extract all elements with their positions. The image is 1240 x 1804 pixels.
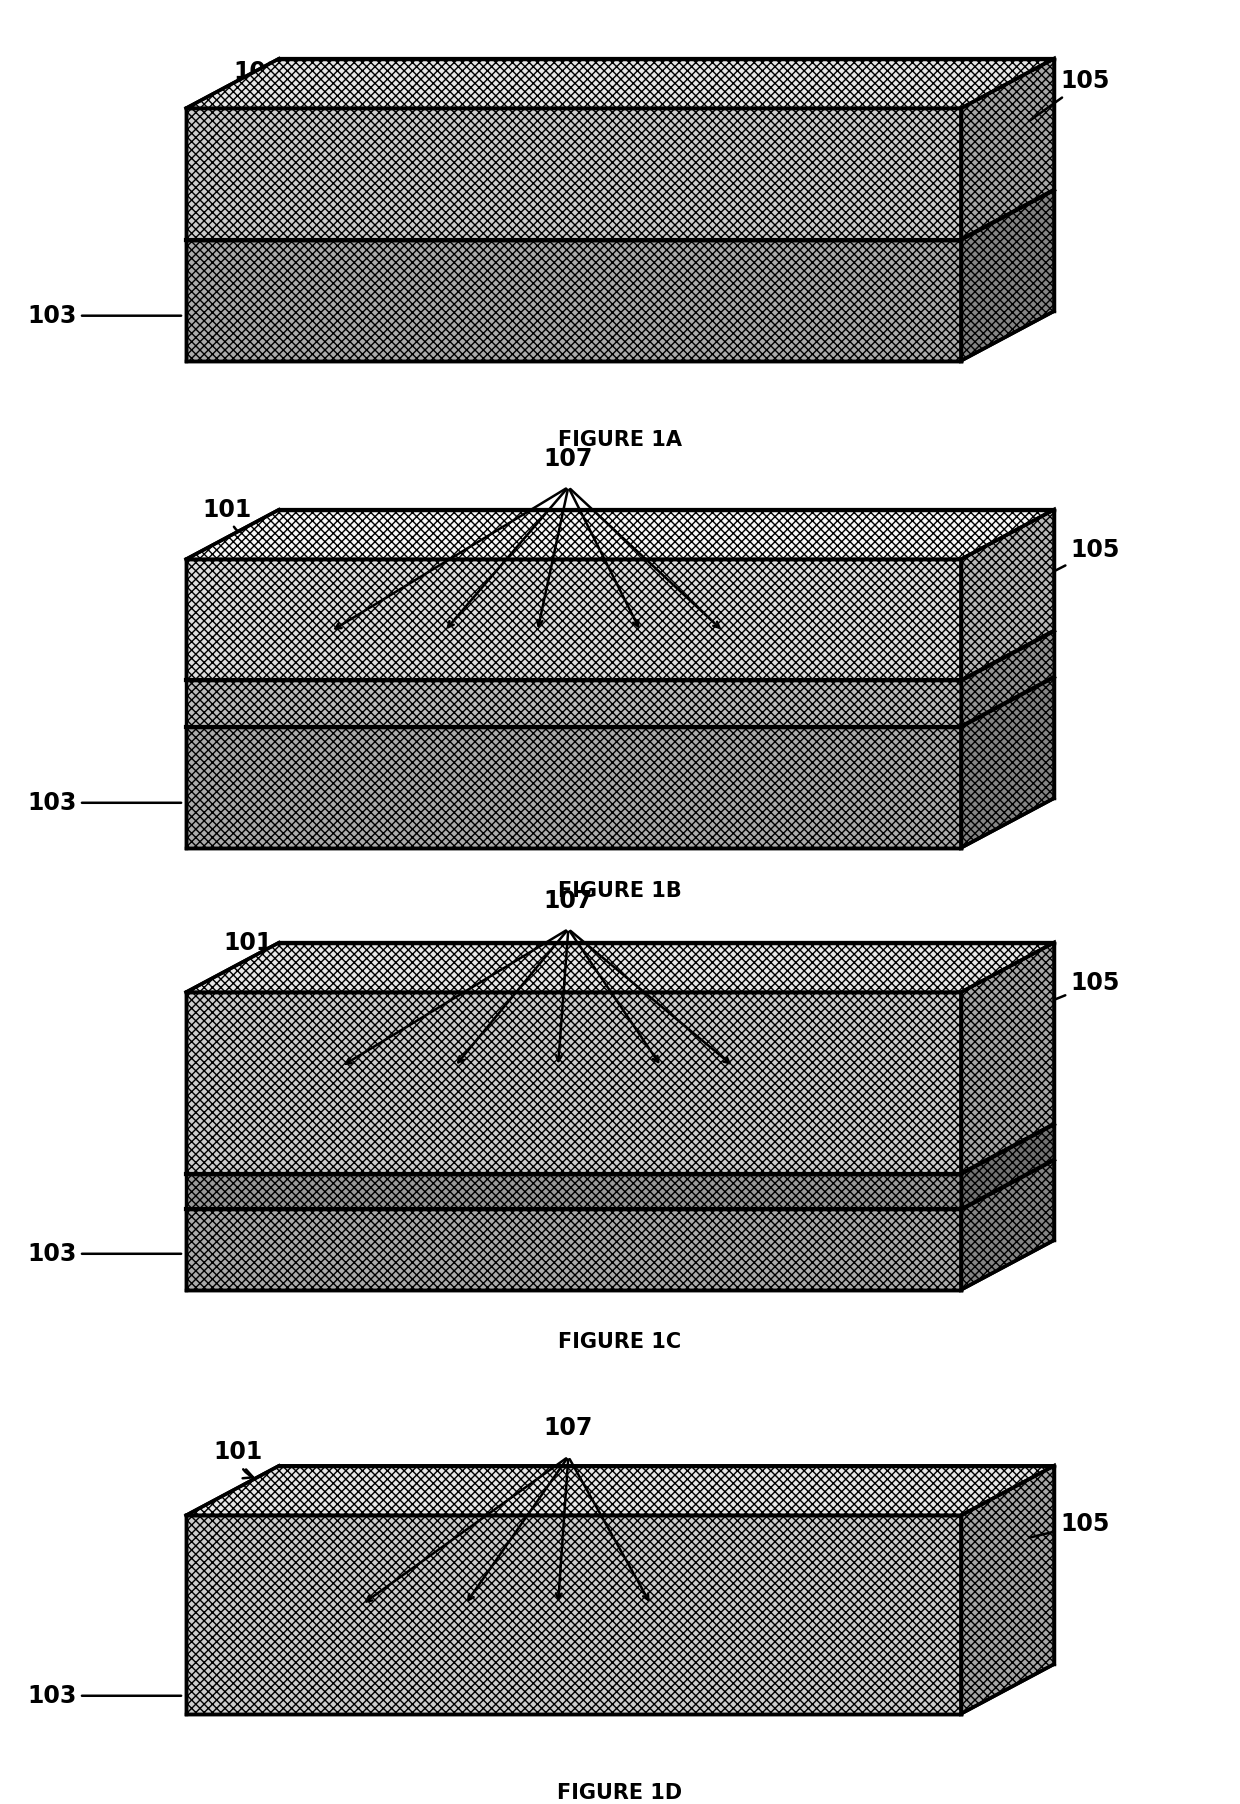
Polygon shape	[186, 1515, 961, 1714]
Text: 101: 101	[233, 60, 283, 99]
Polygon shape	[186, 1174, 961, 1209]
Text: 101: 101	[213, 1440, 263, 1477]
Polygon shape	[961, 676, 1054, 848]
Text: FIGURE 1D: FIGURE 1D	[558, 1782, 682, 1804]
Text: 107: 107	[543, 1416, 593, 1440]
Text: 105: 105	[1035, 538, 1120, 581]
Text: FIGURE 1A: FIGURE 1A	[558, 429, 682, 451]
Polygon shape	[186, 559, 961, 680]
Text: 103: 103	[27, 1683, 181, 1708]
Polygon shape	[186, 509, 1054, 559]
Text: 101: 101	[202, 498, 253, 543]
Text: 107: 107	[543, 447, 593, 471]
Text: 103: 103	[27, 790, 181, 815]
Text: 103: 103	[27, 1241, 181, 1266]
Text: FIGURE 1B: FIGURE 1B	[558, 880, 682, 902]
Polygon shape	[961, 942, 1054, 1174]
Text: 105: 105	[1030, 971, 1120, 1008]
Polygon shape	[186, 727, 961, 848]
Text: 103: 103	[27, 303, 181, 328]
Polygon shape	[961, 1160, 1054, 1290]
Polygon shape	[186, 60, 1054, 108]
Text: 105: 105	[1030, 69, 1110, 121]
Polygon shape	[961, 1465, 1054, 1714]
Polygon shape	[186, 680, 961, 727]
Polygon shape	[961, 511, 1054, 680]
Text: FIGURE 1C: FIGURE 1C	[558, 1331, 682, 1353]
Polygon shape	[186, 1209, 961, 1290]
Text: 107: 107	[543, 889, 593, 913]
Polygon shape	[186, 108, 961, 240]
Text: 105: 105	[1030, 1512, 1110, 1537]
Polygon shape	[186, 1465, 1054, 1515]
Polygon shape	[186, 942, 1054, 992]
Polygon shape	[961, 1124, 1054, 1209]
Polygon shape	[961, 60, 1054, 240]
Polygon shape	[961, 189, 1054, 361]
Polygon shape	[186, 240, 961, 361]
Polygon shape	[186, 992, 961, 1174]
Text: 101: 101	[223, 931, 274, 976]
Polygon shape	[961, 631, 1054, 727]
